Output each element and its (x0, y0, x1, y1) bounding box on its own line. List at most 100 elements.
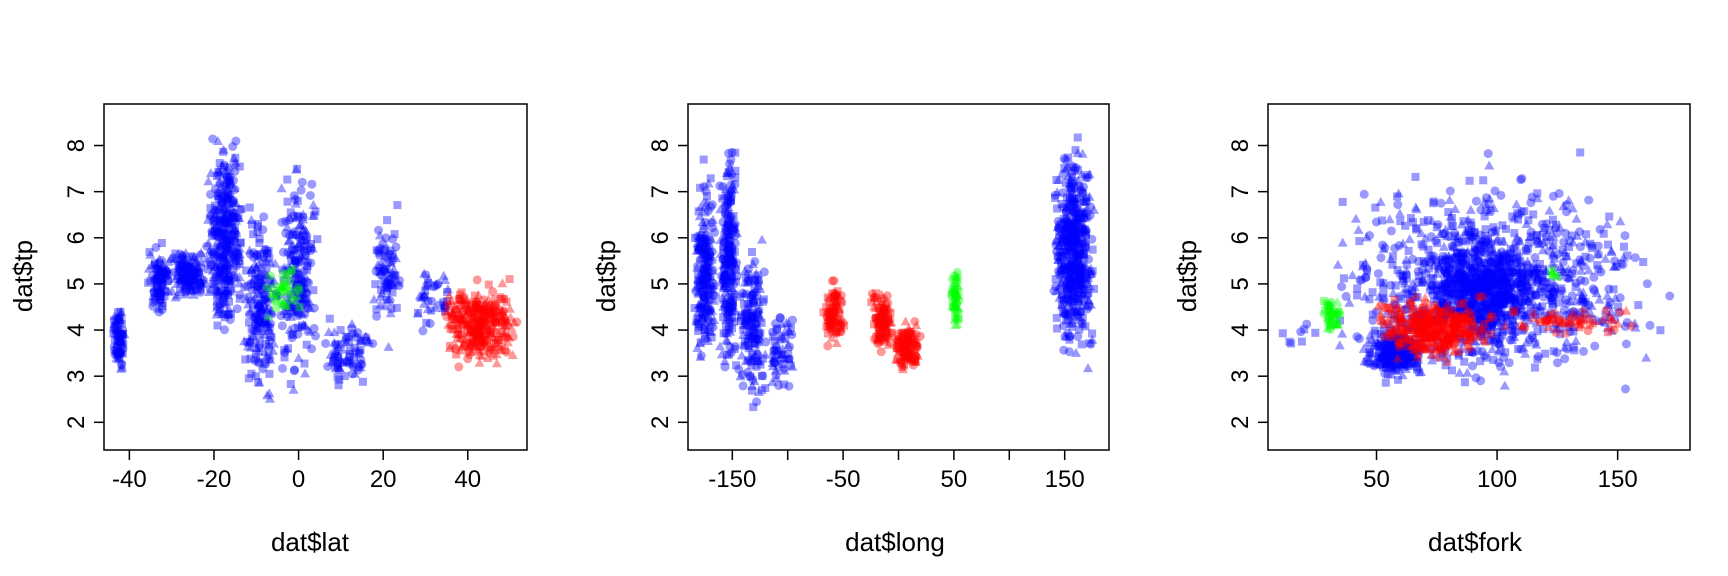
data-point (332, 361, 343, 371)
data-point (218, 252, 229, 262)
data-point (216, 269, 225, 278)
data-point (191, 256, 202, 266)
data-point (358, 377, 367, 386)
data-point (222, 217, 233, 227)
data-point (1402, 260, 1411, 269)
data-point (154, 307, 164, 317)
data-point (222, 239, 233, 249)
data-point (295, 253, 305, 263)
data-point (147, 271, 157, 280)
data-point (897, 359, 906, 368)
data-point (111, 347, 121, 357)
data-point (251, 262, 262, 272)
data-point (186, 266, 196, 276)
data-point (757, 234, 767, 244)
data-point (282, 311, 292, 321)
data-point (708, 322, 718, 332)
data-point (217, 228, 228, 238)
data-point (170, 292, 181, 302)
data-point (218, 250, 229, 260)
data-point (249, 355, 259, 365)
data-point (414, 290, 425, 300)
data-point (259, 302, 269, 312)
data-point (301, 294, 310, 303)
data-point (350, 343, 359, 352)
data-point (213, 240, 223, 249)
data-point (474, 305, 483, 314)
data-point (259, 289, 268, 298)
data-point (114, 353, 123, 362)
data-point (1481, 225, 1490, 234)
data-point (278, 265, 287, 275)
data-point (252, 314, 260, 323)
data-point (172, 271, 183, 281)
data-point (216, 259, 227, 269)
data-point (234, 214, 243, 223)
data-point (229, 212, 237, 221)
data-point (254, 358, 264, 368)
data-point (1059, 153, 1069, 163)
data-point (222, 178, 232, 188)
data-point (296, 298, 306, 308)
data-point (258, 326, 269, 335)
data-point (478, 317, 487, 326)
data-point (357, 360, 367, 369)
data-point (109, 329, 118, 338)
data-point (230, 166, 240, 176)
data-point (333, 342, 344, 352)
data-point (207, 260, 217, 270)
data-point (465, 308, 475, 317)
data-point (189, 275, 198, 284)
data-point (477, 331, 487, 341)
data-point (1413, 266, 1423, 276)
data-point (1436, 198, 1446, 208)
data-point (212, 296, 223, 306)
data-point (217, 222, 228, 232)
data-point (300, 250, 310, 260)
data-point (423, 279, 432, 288)
data-point (699, 303, 708, 312)
data-point (1563, 195, 1574, 205)
data-point (215, 170, 224, 179)
data-point (1302, 319, 1312, 329)
data-point (117, 359, 126, 369)
data-point (1068, 206, 1078, 216)
data-point (285, 311, 296, 321)
data-point (187, 271, 197, 281)
data-point (420, 292, 429, 301)
data-point (161, 266, 171, 275)
data-point (220, 215, 230, 224)
data-point (487, 302, 498, 312)
data-point (211, 225, 219, 234)
data-point (196, 282, 205, 291)
data-point (325, 314, 334, 323)
data-point (210, 261, 221, 271)
data-point (245, 318, 253, 327)
data-point (1464, 225, 1473, 234)
data-point (1079, 250, 1088, 259)
data-point (505, 275, 514, 284)
data-point (222, 197, 232, 207)
data-point (214, 240, 225, 250)
data-point (381, 244, 390, 253)
data-point (309, 303, 319, 313)
data-point (297, 224, 308, 234)
data-point (228, 198, 238, 208)
data-point (287, 239, 298, 249)
y-tick-label: 7 (647, 185, 674, 198)
data-point (1589, 272, 1599, 282)
data-point (215, 287, 225, 297)
data-point (265, 275, 275, 285)
data-point (154, 284, 165, 294)
data-point (1063, 217, 1073, 226)
data-point (383, 253, 392, 262)
data-point (110, 316, 118, 325)
data-point (1079, 213, 1089, 223)
data-point (254, 357, 263, 366)
data-point (118, 330, 127, 338)
data-point (208, 231, 219, 241)
data-point (874, 319, 884, 329)
data-point (290, 302, 299, 311)
data-point (375, 267, 386, 277)
data-point (474, 305, 484, 315)
